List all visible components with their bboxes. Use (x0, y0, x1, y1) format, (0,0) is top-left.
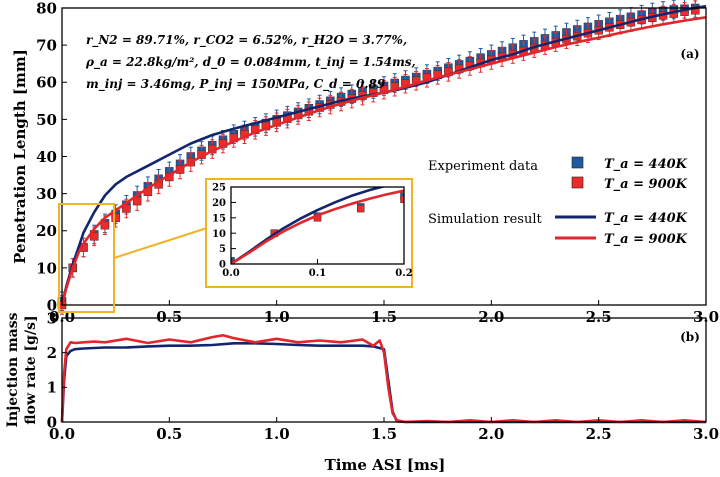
panel-b-label: (b) (680, 330, 700, 344)
inset-xtick-label: 0.1 (309, 268, 326, 279)
panel-a-ytick-label: 30 (36, 185, 57, 203)
inset-data-point (357, 204, 365, 213)
inset-ytick-label: 10 (212, 229, 226, 240)
panel-a-ytick-label: 0 (47, 296, 57, 314)
panel-a-ytick-label: 60 (36, 74, 57, 92)
panel-b-ytick-label: 0 (47, 413, 57, 431)
legend-simulation-label: Simulation result (428, 212, 542, 227)
legend-marker-440k (571, 156, 584, 169)
panel-a-series-line (60, 16, 707, 306)
panel-a-ytick-label: 70 (36, 37, 57, 55)
inset-series-line (231, 189, 404, 264)
panel-a-ytick-label: 80 (36, 0, 57, 17)
panel-b-xtick-label: 0.5 (156, 425, 182, 443)
panel-a-xtick-label: 2.0 (478, 308, 504, 326)
conditions-line-1: r_N2 = 89.71%, r_CO2 = 6.52%, r_H2O = 3.… (86, 33, 407, 48)
panel-b-xtick-label: 1.5 (371, 425, 397, 443)
zoom-connector-line (113, 227, 208, 259)
panel-a-y-axis-label: Penetration Length [mm] (11, 49, 29, 264)
panel-a-xtick-label: 3.0 (693, 308, 719, 326)
panel-a-xtick-label: 1.0 (264, 308, 290, 326)
panel-b-ytick-label: 1 (47, 379, 57, 397)
panel-b-ytick-label: 2 (47, 344, 57, 362)
panel-b-ytick-label: 3 (47, 309, 57, 327)
panel-b-xtick-label: 3.0 (693, 425, 719, 443)
panel-a-ytick-label: 50 (36, 111, 57, 129)
panel-a-xtick-label: 1.5 (371, 308, 397, 326)
panel-b-injection-rate: 0.0 0.5 1.0 1.5 2.0 2.5 3.0 0 1 2 3 (b) Time ASI [ms… (5, 309, 719, 474)
panel-a-ytick-label: 10 (36, 259, 57, 277)
conditions-line-2: ρ_a = 22.8kg/m², d_0 = 0.084mm, t_inj = … (85, 55, 416, 70)
panel-a-xtick-label: 2.5 (586, 308, 612, 326)
inset-ytick-label: 15 (212, 213, 226, 224)
panel-b-y-axis-label-line-2: flow rate [g/s] (23, 315, 39, 424)
panel-a-data-point (111, 213, 120, 223)
inset-ytick-label: 20 (212, 198, 226, 209)
panel-a-data-point (691, 5, 700, 15)
panel-b-xtick-label: 2.0 (478, 425, 504, 443)
panel-a-label: (a) (680, 47, 699, 61)
panel-b-y-axis-label-line-1: Injection mass (5, 312, 21, 427)
legend-entry-exp-900k: T_a = 900K (604, 177, 688, 192)
inset-ytick-label: 25 (212, 183, 226, 194)
panel-a-ytick-label: 20 (36, 222, 57, 240)
panel-a-xtick-label: 0.5 (156, 308, 182, 326)
inset-zoom-plot: 0.0 0.1 0.2 0 5 10 15 20 25 (205, 178, 413, 288)
legend-experiment-label: Experiment data (428, 159, 538, 174)
panel-a-series-line (60, 4, 707, 306)
inset-plot-area (231, 187, 404, 264)
x-axis-label: Time ASI [ms] (325, 456, 446, 474)
panel-b-xtick-label: 1.0 (264, 425, 290, 443)
panel-a-ytick-label: 40 (36, 148, 57, 166)
legend-entry-exp-440k: T_a = 440K (604, 157, 688, 172)
panel-b-series-line (60, 334, 707, 424)
inset-xtick-label: 0.2 (395, 268, 412, 279)
inset-ytick-label: 5 (219, 244, 226, 255)
legend-entry-sim-440k: T_a = 440K (604, 211, 688, 226)
inset-ytick-label: 0 (219, 260, 226, 271)
conditions-line-3: m_inj = 3.46mg, P_inj = 150MPa, C_d = 0.… (86, 77, 386, 92)
legend-entry-sim-900k: T_a = 900K (604, 232, 688, 247)
inset-xtick-label: 0.0 (222, 268, 239, 279)
panel-b-frame (61, 317, 707, 423)
panel-b-xtick-label: 0.0 (49, 425, 75, 443)
panel-a-data-point (100, 220, 110, 230)
legend-marker-900k (571, 176, 584, 189)
panel-b-xtick-label: 2.5 (586, 425, 612, 443)
inset-data-point (400, 195, 404, 204)
